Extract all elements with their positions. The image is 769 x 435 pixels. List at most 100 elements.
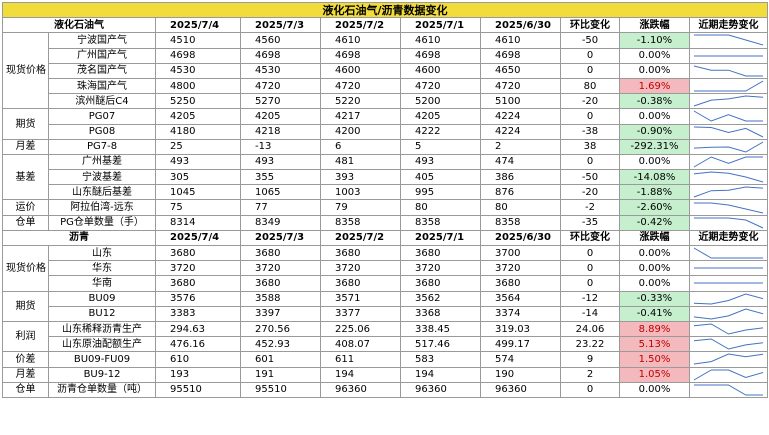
value-cell: 5100 (480, 93, 561, 110)
value-cell: 8358 (480, 214, 561, 231)
table-row: 月差 BU9-12 193 191 194 194 190 2 1.05% (2, 366, 768, 383)
column-header: 2025/7/4 (155, 17, 241, 34)
table-row: 茂名国产气 4530 4530 4600 4600 4650 0 0.00% (3, 62, 768, 79)
percent-cell: 0.00% (619, 381, 690, 398)
sparkline (693, 34, 764, 46)
table-row: PG08 4180 4218 4200 4222 4224 -38 -0.90% (3, 123, 768, 140)
sparkline (693, 65, 764, 77)
table-row: 基差 广州基差 493 493 481 493 474 0 0.00% (2, 153, 768, 201)
row-name: PG08 (48, 123, 156, 140)
value-cell: 3720 (400, 260, 481, 277)
value-cell: 876 (480, 184, 561, 201)
percent-cell: -0.41% (619, 305, 690, 322)
row-name: 沥青仓单数量（吨） (48, 381, 156, 398)
sparkline (693, 217, 764, 229)
row-name: 珠海国产气 (48, 77, 156, 95)
table-row: 仓单 沥青仓单数量（吨） 95510 95510 96360 96360 96360 0 0.0… (2, 381, 768, 398)
sparkline-line (693, 323, 764, 335)
value-cell: 5250 (155, 93, 241, 110)
value-cell: 3680 (320, 244, 401, 262)
sparkline-line (693, 110, 764, 122)
row-name: 山东稀释沥青生产 (48, 320, 156, 338)
sparkline-cell (689, 381, 768, 398)
value-cell: 452.93 (240, 336, 321, 353)
value-cell: 3720 (320, 260, 401, 277)
percent-cell: -0.33% (619, 290, 690, 307)
column-header: 环比变化 (560, 17, 620, 34)
sparkline (693, 156, 764, 168)
value-cell: 4205 (400, 108, 481, 125)
row-name: 宁波国产气 (48, 32, 156, 49)
value-cell: 6 (320, 138, 401, 155)
sparkline-line (693, 80, 764, 92)
value-cell: 319.03 (480, 320, 561, 338)
column-header: 涨跌幅 (619, 229, 690, 247)
sparkline-line (693, 308, 764, 320)
row-name: 山东醚后基差 (48, 184, 156, 201)
sparkline-cell (689, 244, 768, 262)
value-cell: 610 (155, 351, 241, 368)
row-name: PG7-8 (48, 138, 156, 155)
value-cell: 96360 (480, 381, 561, 398)
title-row: 液化石油气/沥青数据变化 (2, 1, 768, 19)
sparkline-line (693, 353, 764, 365)
value-cell: 4698 (240, 47, 321, 64)
value-cell: 386 (480, 169, 561, 186)
change-cell: 0 (560, 381, 620, 398)
sparkline (693, 55, 764, 57)
row-name: 广州国产气 (48, 47, 156, 64)
value-cell: 270.56 (240, 320, 321, 338)
header-row: 液化石油气 2025/7/4 2025/7/3 2025/7/2 2025/7/1 202… (2, 17, 768, 34)
sparkline-line (693, 156, 764, 168)
column-header: 2025/6/30 (480, 229, 561, 247)
value-cell: 4200 (320, 123, 401, 140)
value-cell: 294.63 (155, 320, 241, 338)
change-cell: -35 (560, 214, 620, 231)
table-row: 华南 3680 3680 3680 3680 3680 0 0.00% (3, 275, 768, 292)
sparkline-line (693, 141, 764, 153)
value-cell: 2 (480, 138, 561, 155)
sparkline-cell (689, 169, 768, 186)
percent-cell: 0.00% (619, 108, 690, 125)
value-cell: 4720 (240, 77, 321, 95)
value-cell: 5 (400, 138, 481, 155)
row-name: BU09 (48, 290, 156, 307)
column-header: 涨跌幅 (619, 17, 690, 34)
column-header: 2025/7/2 (320, 17, 401, 34)
column-header: 近期走势变化 (689, 17, 768, 34)
value-cell: 4205 (155, 108, 241, 125)
table-row: 期货 PG07 4205 4205 4217 4205 4224 0 0.00% (2, 108, 768, 140)
sparkline-cell (689, 275, 768, 292)
value-cell: 4180 (155, 123, 241, 140)
sparkline-cell (689, 214, 768, 231)
percent-cell: -2.60% (619, 199, 690, 216)
table-row: 价差 BU09-FU09 610 601 611 583 574 9 1.50% (2, 351, 768, 368)
value-cell: 4610 (400, 32, 481, 49)
sparkline-line (693, 95, 764, 107)
sparkline-cell (689, 290, 768, 307)
category-label: 基差 (2, 153, 49, 201)
sparkline-cell (689, 123, 768, 140)
value-cell: 225.06 (320, 320, 401, 338)
percent-cell: 5.13% (619, 336, 690, 353)
change-cell: 0 (560, 244, 620, 262)
value-cell: 95510 (240, 381, 321, 398)
sparkline (693, 282, 764, 284)
sparkline (693, 126, 764, 138)
sparkline (693, 308, 764, 320)
table-row: 广州国产气 4698 4698 4698 4698 4698 0 0.00% (3, 47, 768, 64)
value-cell: 4222 (400, 123, 481, 140)
change-cell: -20 (560, 93, 620, 110)
column-header: 近期走势变化 (689, 229, 768, 247)
value-cell: 3680 (400, 275, 481, 292)
value-cell: 405 (400, 169, 481, 186)
sparkline (693, 186, 764, 198)
value-cell: 3680 (480, 275, 561, 292)
sparkline-cell (689, 366, 768, 383)
value-cell: 3383 (155, 305, 241, 322)
sparkline-cell (689, 260, 768, 277)
category-label: 现货价格 (2, 32, 49, 110)
sparkline-cell (689, 32, 768, 49)
row-name: 广州基差 (48, 153, 156, 171)
row-name: 华南 (48, 275, 156, 292)
